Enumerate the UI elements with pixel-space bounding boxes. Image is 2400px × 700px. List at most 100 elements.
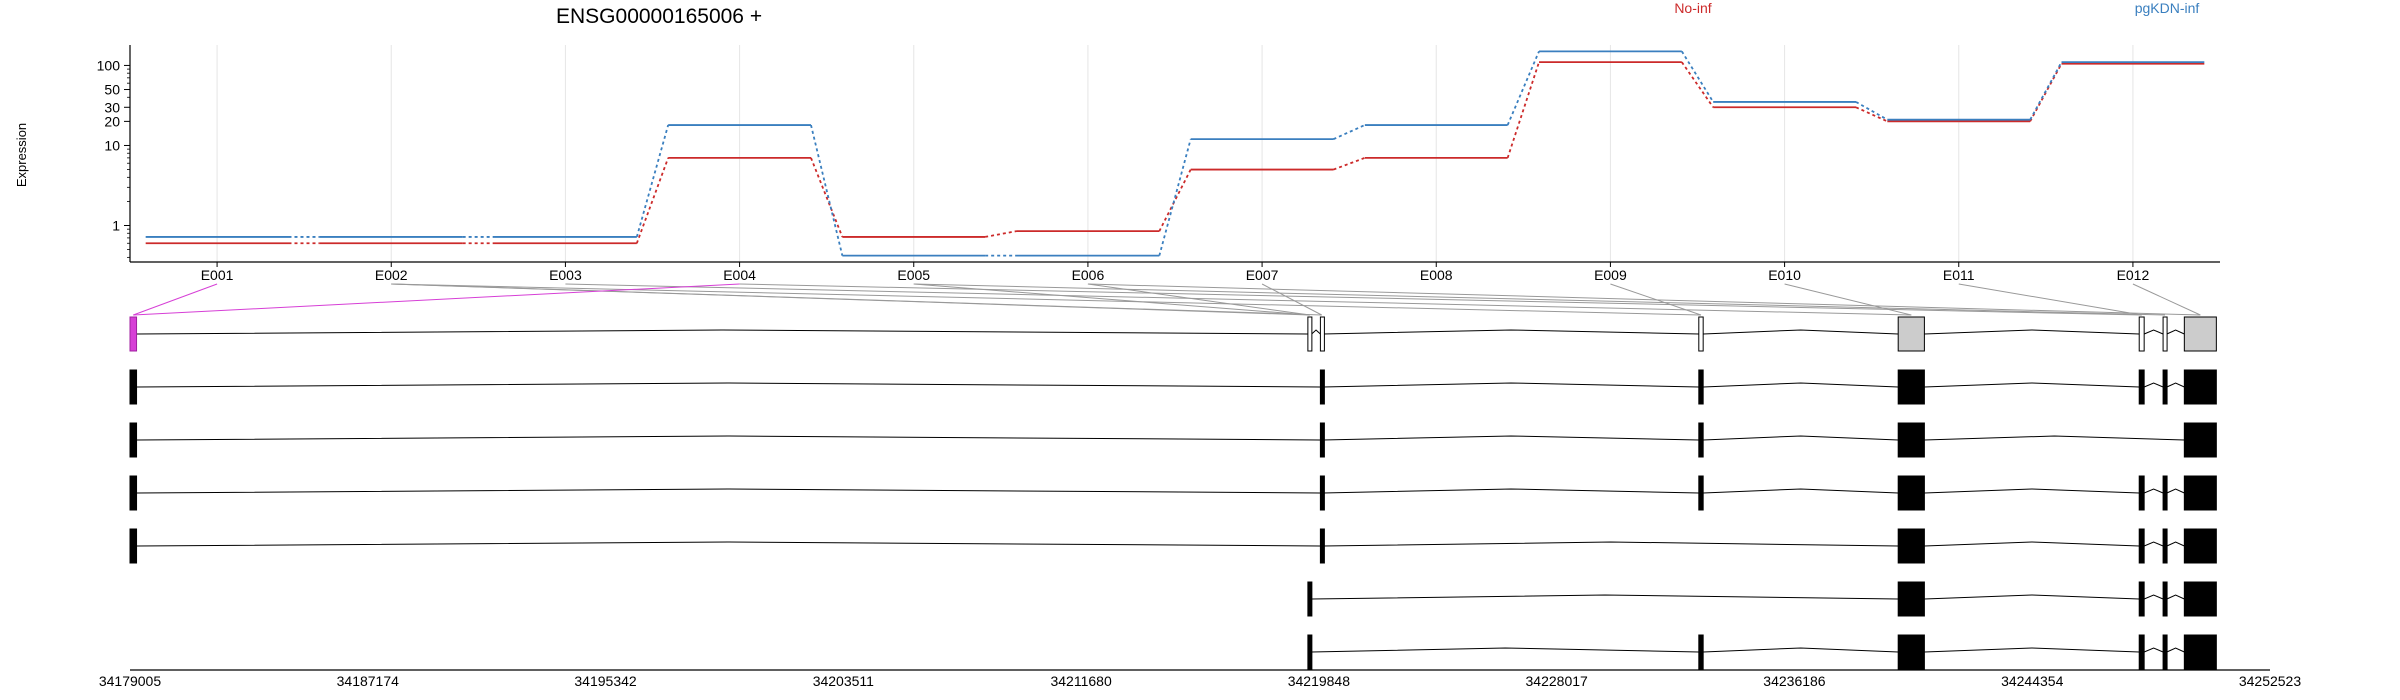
series-connector <box>1681 50 1714 103</box>
exon <box>2162 581 2168 617</box>
intron <box>2143 541 2164 547</box>
y-tick-label: 10 <box>104 137 120 153</box>
bin-connector <box>1261 283 1322 316</box>
exon <box>1897 369 1925 405</box>
exon <box>2183 422 2217 458</box>
bin-connector <box>1958 283 2142 316</box>
x-tick-label: E011 <box>1943 267 1975 283</box>
intron <box>1924 382 2140 388</box>
exon <box>129 528 138 564</box>
series-connector <box>1506 50 1540 126</box>
bin-connector <box>391 283 1322 316</box>
intron <box>2166 329 2185 335</box>
intron <box>1311 647 1699 653</box>
bin-connector <box>133 283 218 316</box>
exon <box>2183 581 2217 617</box>
x-tick-label: E006 <box>1072 267 1105 283</box>
bin-connector <box>1087 283 2201 316</box>
intron <box>1323 435 1699 441</box>
exon <box>1698 422 1704 458</box>
intron <box>2143 488 2164 494</box>
exon <box>1698 369 1704 405</box>
x-axis: E001 E002 E003 E004 E005 E006 E007 E008 E009 E010… <box>130 261 2220 283</box>
intron <box>136 435 1321 441</box>
exon <box>2162 634 2168 670</box>
x-tick-label: E003 <box>549 267 582 283</box>
series-connector <box>1158 138 1192 256</box>
exon <box>2183 475 2217 511</box>
exon <box>1319 475 1325 511</box>
exon <box>1897 634 1925 670</box>
series-layer <box>145 50 2205 257</box>
genomic-tick-label: 34179005 <box>99 673 162 689</box>
exon <box>2162 528 2168 564</box>
exon <box>1307 634 1313 670</box>
intron <box>2166 594 2185 600</box>
x-tick-label: E010 <box>1768 267 1801 283</box>
intron <box>136 541 1321 547</box>
exon-bin-connectors <box>133 283 2201 316</box>
series-No-inf <box>145 61 2205 245</box>
gridlines <box>216 45 2134 262</box>
intron <box>136 329 1308 335</box>
exon <box>1897 475 1925 511</box>
transcript-row <box>1307 634 2217 670</box>
genomic-tick-label: 34244354 <box>2001 673 2064 689</box>
intron <box>2166 488 2185 494</box>
exon <box>1897 528 1925 564</box>
exon <box>2162 316 2168 352</box>
series-connector <box>1855 101 1888 121</box>
intron <box>1924 488 2140 494</box>
intron <box>1703 647 1899 653</box>
intron <box>2166 541 2185 547</box>
chart-title: ENSG00000165006 + <box>556 5 762 28</box>
series-connector <box>1158 169 1192 232</box>
transcript-row <box>129 422 2217 458</box>
bin-connector <box>391 283 1701 316</box>
bin-connector <box>739 283 2142 316</box>
intron <box>2143 382 2164 388</box>
genomic-tick-label: 34203511 <box>813 673 874 689</box>
exon <box>1307 581 1313 617</box>
bin-connector <box>133 283 740 316</box>
series-connector <box>810 124 844 256</box>
x-tick-label: E001 <box>201 267 234 283</box>
genomic-tick-label: 34228017 <box>1526 673 1589 689</box>
intron <box>1924 594 2140 600</box>
x-tick-label: E012 <box>2117 267 2150 283</box>
exon <box>129 475 138 511</box>
series-connector <box>1855 106 1888 123</box>
x-tick-label: E008 <box>1420 267 1453 283</box>
series-connector <box>1333 157 1366 171</box>
exon <box>2183 634 2217 670</box>
exon <box>129 369 138 405</box>
exon <box>129 422 138 458</box>
exon <box>2138 528 2145 564</box>
exon <box>2138 581 2145 617</box>
bin-connector <box>2132 283 2201 316</box>
bin-connector <box>913 283 2165 316</box>
intron <box>1924 541 2140 547</box>
series-pgKDN-inf <box>145 50 2205 257</box>
bin-connector <box>1610 283 1702 316</box>
x-tick-label: E007 <box>1246 267 1279 283</box>
exon <box>1319 369 1325 405</box>
exon <box>2183 528 2217 564</box>
intron <box>1703 488 1899 494</box>
legend-no-inf: No-inf <box>1674 0 1711 16</box>
intron <box>1323 541 1899 547</box>
y-tick-label: 1 <box>112 218 120 234</box>
intron <box>1703 382 1899 388</box>
exon <box>1698 316 1704 352</box>
intron <box>2166 647 2185 653</box>
transcript-row <box>129 475 2217 511</box>
exon <box>1698 634 1704 670</box>
series-connector <box>1333 124 1366 140</box>
genomic-tick-label: 34195342 <box>574 673 637 689</box>
intron <box>1703 435 1899 441</box>
y-tick-label: 30 <box>104 99 120 115</box>
exon <box>1897 581 1925 617</box>
intron <box>1703 329 1899 335</box>
exon <box>1307 316 1313 352</box>
